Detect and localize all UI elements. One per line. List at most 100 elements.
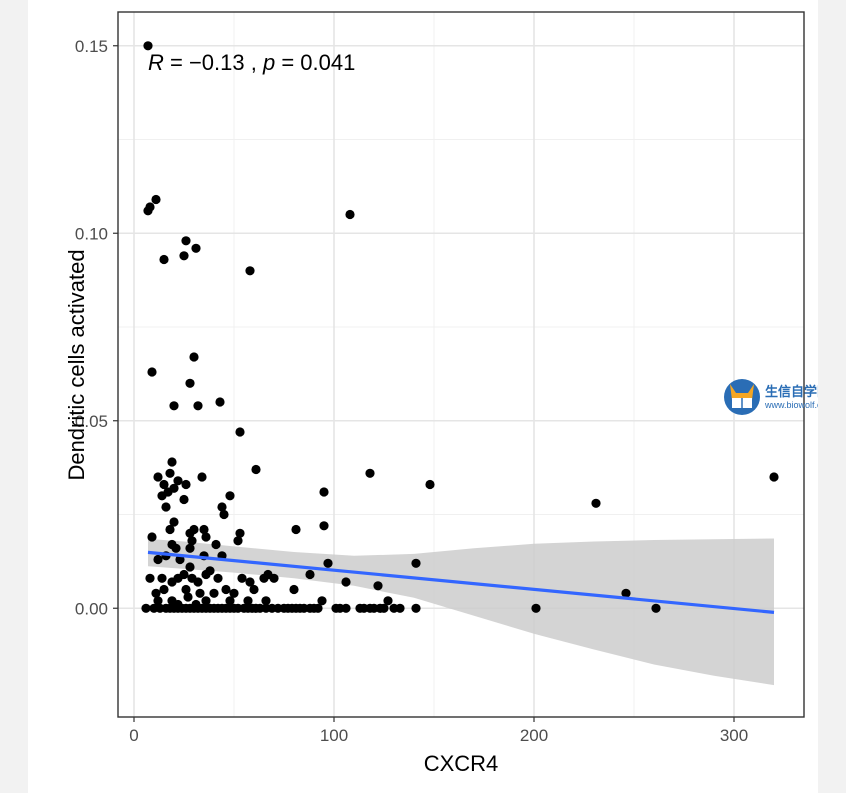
y-tick-label: 0.15 — [75, 37, 108, 56]
x-tick-label: 300 — [720, 726, 748, 745]
data-point — [289, 584, 299, 595]
data-point — [185, 543, 195, 553]
data-point — [153, 472, 163, 482]
x-axis-title: CXCR4 — [424, 751, 499, 776]
data-point — [341, 577, 351, 587]
data-point — [195, 588, 205, 598]
y-tick-label: 0.05 — [75, 412, 108, 431]
data-point — [319, 487, 329, 497]
data-points — [141, 41, 779, 613]
data-point — [153, 596, 163, 606]
scatter-chart: 0.00 0.05 0.10 0.15 0 100 200 300 R = −0.13 , … — [64, 11, 818, 776]
data-point — [145, 573, 155, 583]
data-point — [217, 502, 227, 512]
y-tick-label: 0.10 — [75, 224, 108, 243]
data-point — [365, 468, 375, 478]
data-point — [185, 378, 195, 388]
data-point — [151, 588, 161, 598]
data-point — [143, 41, 153, 51]
watermark-url: www.biowolf.cn — [764, 400, 818, 410]
data-point — [225, 596, 235, 606]
data-point — [215, 397, 225, 407]
annotation-text: R = −0.13 , p = 0.041 — [148, 50, 355, 75]
data-point — [147, 532, 157, 542]
data-point — [159, 479, 169, 490]
data-point — [269, 573, 279, 583]
data-point — [199, 524, 209, 535]
data-point — [411, 603, 421, 613]
data-point — [219, 509, 229, 520]
data-point — [245, 577, 255, 587]
data-point — [243, 596, 253, 606]
data-point — [167, 457, 177, 467]
figure: 0.00 0.05 0.10 0.15 0 100 200 300 R = −0.13 , … — [28, 0, 818, 793]
r-symbol: R — [148, 50, 164, 75]
data-point — [245, 266, 255, 276]
data-point — [225, 491, 235, 501]
data-point — [189, 352, 199, 362]
data-point — [209, 588, 219, 598]
data-point — [157, 573, 167, 583]
data-point — [395, 603, 405, 613]
data-point — [181, 479, 191, 490]
data-point — [251, 464, 261, 475]
data-point — [187, 536, 197, 546]
data-point — [345, 209, 355, 220]
data-point — [145, 202, 155, 212]
data-point — [249, 584, 259, 595]
data-point — [373, 581, 383, 591]
plot-border — [117, 11, 805, 718]
x-axis: 0 100 200 300 — [129, 717, 748, 745]
data-point — [235, 528, 245, 538]
data-point — [425, 479, 435, 490]
data-point — [181, 236, 191, 246]
data-point — [213, 573, 223, 583]
data-point — [183, 592, 193, 602]
data-point — [169, 401, 179, 411]
data-point — [185, 562, 195, 572]
data-point — [161, 502, 171, 512]
data-point — [151, 194, 161, 205]
x-tick-label: 100 — [320, 726, 348, 745]
data-point — [191, 243, 201, 253]
data-point — [211, 539, 221, 550]
confidence-band — [148, 538, 774, 686]
data-point — [173, 573, 183, 583]
data-point — [233, 536, 243, 546]
data-point — [201, 532, 211, 542]
x-tick-label: 0 — [129, 726, 138, 745]
data-point — [621, 588, 631, 598]
data-point — [319, 521, 329, 531]
data-point — [173, 476, 183, 486]
x-tick-label: 200 — [520, 726, 548, 745]
data-point — [261, 596, 271, 606]
data-point — [193, 577, 203, 587]
data-point — [317, 596, 327, 606]
y-axis: 0.00 0.05 0.10 0.15 — [75, 37, 118, 618]
data-point — [169, 517, 179, 527]
confidence-band-area — [148, 538, 774, 686]
data-point — [235, 427, 245, 437]
data-point — [169, 483, 179, 493]
data-point — [383, 596, 393, 606]
watermark-logo: 生信自学网 www.biowolf.cn — [724, 379, 818, 415]
data-point — [411, 558, 421, 568]
data-point — [181, 584, 191, 595]
data-point — [141, 603, 151, 613]
data-point — [171, 543, 181, 553]
data-point — [291, 524, 301, 535]
data-point — [323, 558, 333, 568]
data-point — [379, 603, 389, 613]
p-value: = 0.041 — [275, 50, 355, 75]
data-point — [305, 569, 315, 580]
data-point — [165, 468, 175, 478]
y-axis-title: Dendritic cells activated — [64, 249, 89, 480]
p-symbol: p — [262, 50, 275, 75]
data-point — [159, 584, 169, 595]
data-point — [197, 472, 207, 482]
data-point — [157, 491, 167, 501]
data-point — [221, 584, 231, 595]
regression-line-group — [147, 550, 775, 614]
wolf-ears-icon — [730, 384, 754, 400]
data-point — [531, 603, 541, 613]
